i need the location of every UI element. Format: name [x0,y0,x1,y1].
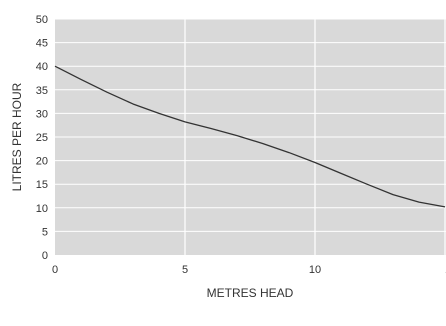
y-tick-label: 25 [36,132,48,144]
series-line [54,65,446,208]
x-tick-label: 10 [309,264,321,276]
grid-lines [55,18,446,255]
x-axis-title: METRES HEAD [207,286,294,300]
y-tick-label: 40 [36,61,48,73]
y-tick-label: 15 [36,179,48,191]
y-tick-label: 10 [36,203,48,215]
series-layer [54,65,446,208]
y-tick-label: 30 [36,108,48,120]
y-tick-label: 20 [36,156,48,168]
x-tick-label: 5 [182,264,188,276]
y-tick-label: 5 [42,226,48,238]
y-axis-ticks: 0 5 10 15 20 25 30 35 40 45 50 [36,14,48,262]
y-tick-label: 45 [36,38,48,50]
x-tick-label: 0 [52,264,58,276]
y-tick-label: 35 [36,85,48,97]
y-tick-label: 0 [42,250,48,262]
y-axis-title: LITRES PER HOUR [10,82,24,191]
y-tick-label: 50 [36,14,48,26]
